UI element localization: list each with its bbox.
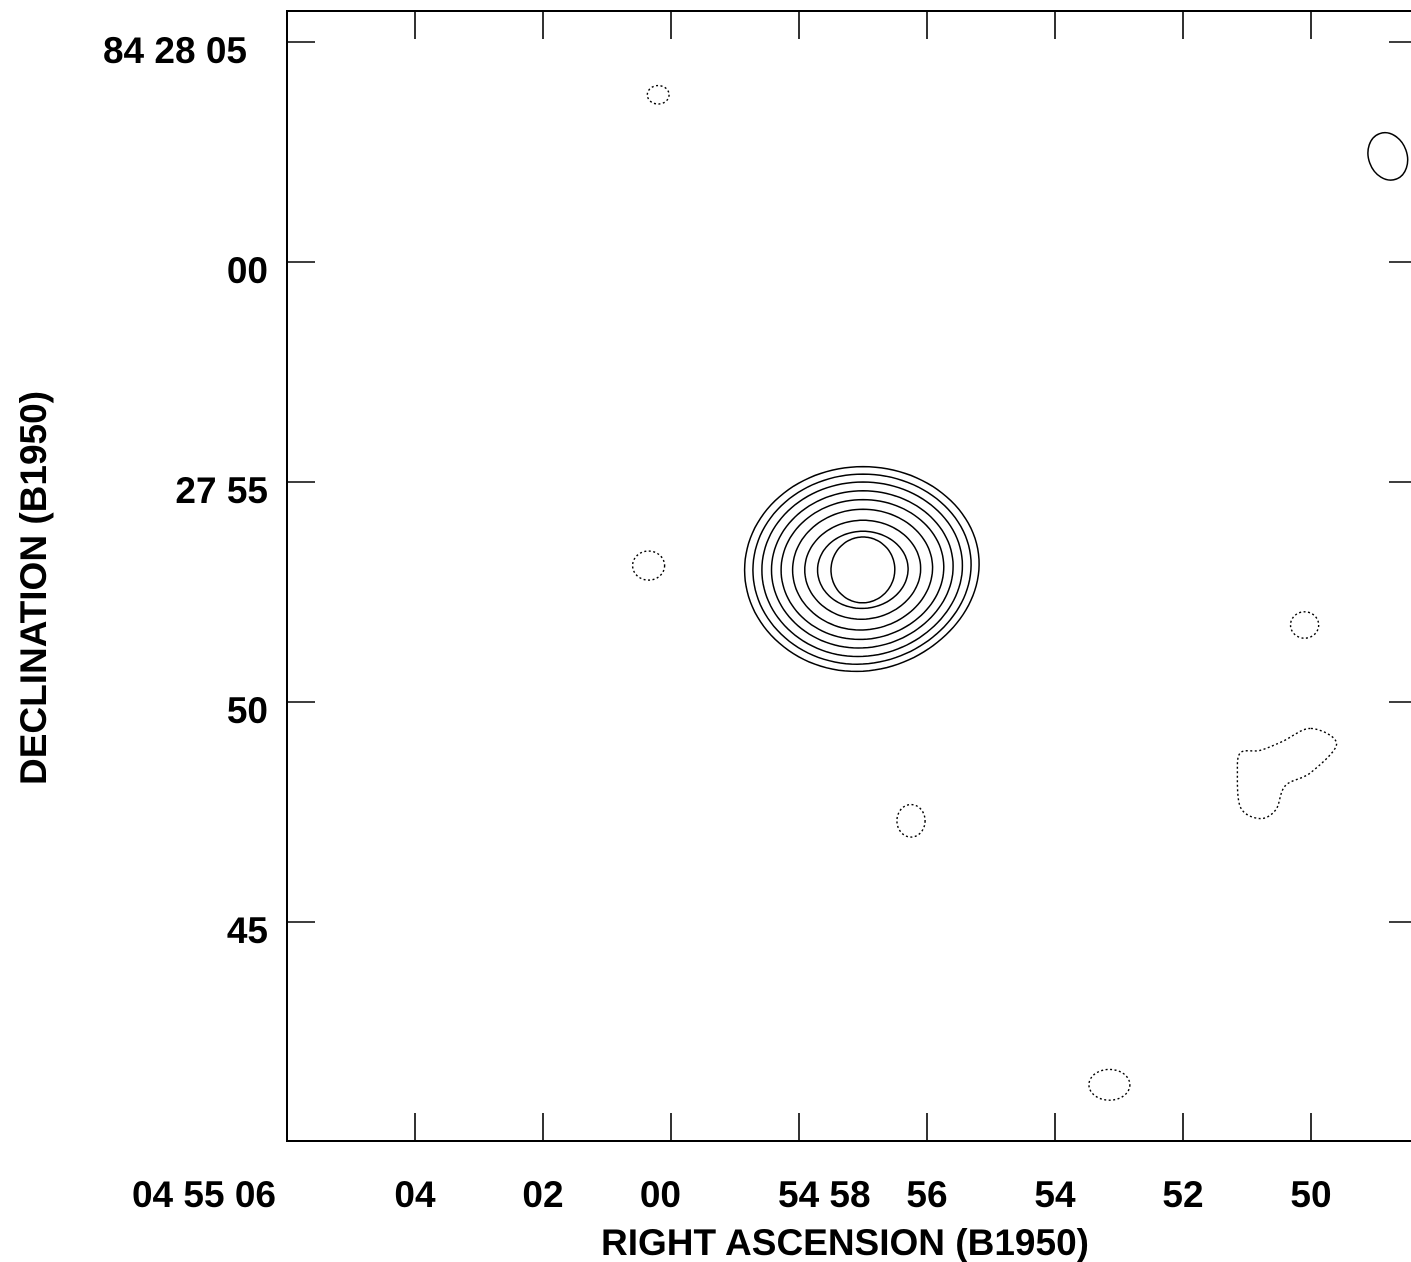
source-contour-level-3 bbox=[761, 481, 964, 658]
y-tick-label-3: 50 bbox=[227, 690, 268, 731]
x-tick-label-6: 54 bbox=[1034, 1174, 1076, 1215]
negative-blob-1 bbox=[631, 550, 666, 581]
x-tick-labels: 04 55 06 04 02 00 54 58 56 54 52 50 bbox=[132, 1174, 1332, 1215]
negative-region bbox=[1236, 727, 1338, 820]
source-contour-level-6 bbox=[791, 508, 934, 631]
plot-frame bbox=[286, 10, 1411, 1142]
y-axis-title: DECLINATION (B1950) bbox=[13, 391, 54, 785]
y-tick-labels: 84 28 05 00 27 55 50 45 bbox=[103, 30, 268, 951]
y-tick-label-2: 27 55 bbox=[175, 470, 268, 511]
y-tick-label-0: 84 28 05 bbox=[103, 30, 247, 71]
positive-blob-0 bbox=[1367, 131, 1409, 181]
negative-blob-2 bbox=[896, 803, 926, 838]
x-tick-label-4: 54 58 bbox=[778, 1174, 871, 1215]
axis-ticks bbox=[287, 11, 1411, 1141]
x-axis-title: RIGHT ASCENSION (B1950) bbox=[601, 1222, 1089, 1262]
negative-blob-0 bbox=[646, 84, 670, 105]
x-tick-label-8: 50 bbox=[1290, 1174, 1331, 1215]
negative-blob-4 bbox=[1088, 1068, 1131, 1101]
source-contours bbox=[743, 465, 980, 673]
source-contour-level-2 bbox=[752, 473, 972, 665]
negative-blob-3 bbox=[1289, 611, 1320, 639]
source-contour-level-8 bbox=[816, 530, 909, 610]
source-contour-level-7 bbox=[804, 519, 922, 620]
y-tick-label-4: 45 bbox=[227, 910, 268, 951]
x-tick-label-1: 04 bbox=[394, 1174, 436, 1215]
source-contour-level-9 bbox=[830, 536, 896, 604]
x-tick-label-2: 02 bbox=[522, 1174, 563, 1215]
source-contour-level-5 bbox=[780, 498, 945, 641]
noise-contours bbox=[631, 84, 1409, 1101]
y-tick-label-1: 00 bbox=[227, 250, 268, 291]
x-tick-label-7: 52 bbox=[1162, 1174, 1203, 1215]
x-tick-label-3: 00 bbox=[640, 1174, 681, 1215]
source-contour-level-4 bbox=[770, 490, 954, 649]
source-contour-level-1 bbox=[743, 465, 980, 673]
x-tick-label-5: 56 bbox=[906, 1174, 947, 1215]
x-tick-label-0: 04 55 06 bbox=[132, 1174, 276, 1215]
